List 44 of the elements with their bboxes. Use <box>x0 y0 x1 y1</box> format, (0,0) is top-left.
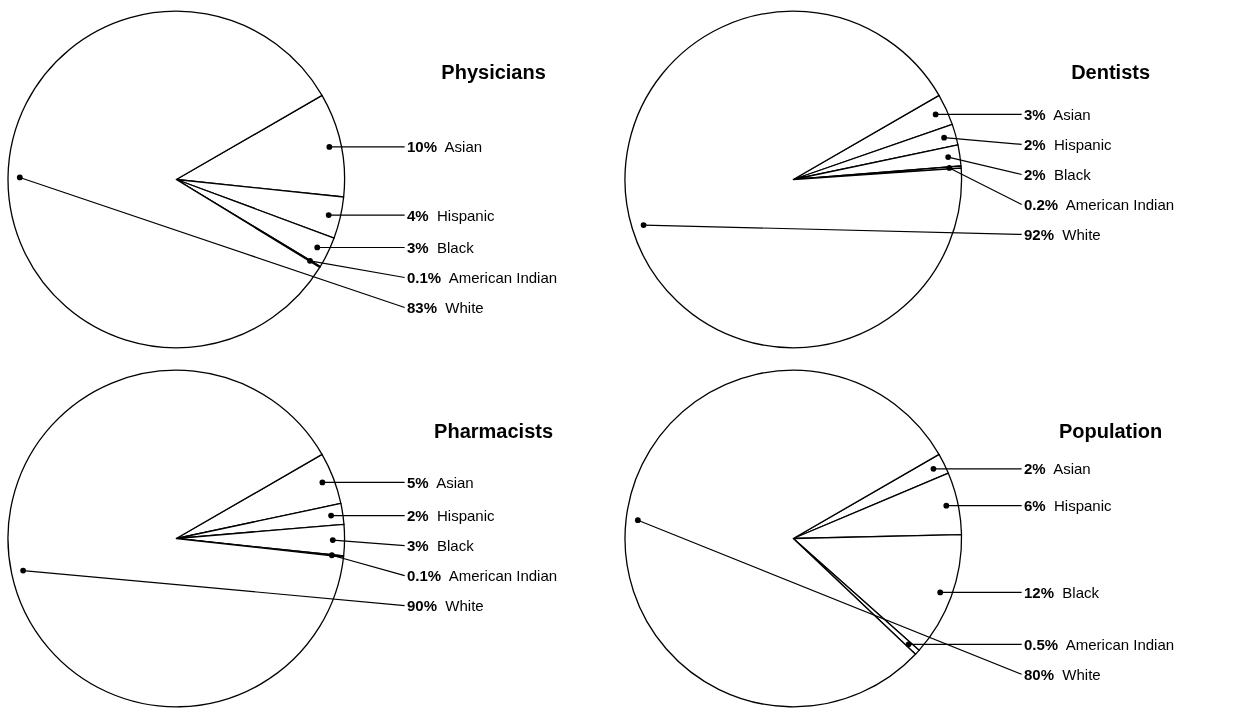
text: Physicians <box>441 60 546 83</box>
slice-label: Black <box>1054 166 1091 183</box>
slice-label: American Indian <box>448 269 558 286</box>
slice-label: White <box>1062 666 1101 683</box>
text: Dentists <box>1071 60 1151 83</box>
data-label: 90% <box>407 597 438 614</box>
data-label: 10% <box>407 138 438 155</box>
data-label: 3% <box>407 537 429 554</box>
data-label: 4% <box>407 207 429 224</box>
slice-label: Black <box>437 537 474 554</box>
slice-label: Hispanic <box>437 207 495 224</box>
slice-label: Hispanic <box>1054 497 1112 514</box>
data-label: 6% <box>1024 497 1046 514</box>
slice-label: American Indian <box>1065 636 1175 653</box>
data-label: 83% <box>407 299 438 316</box>
text: Pharmacists <box>434 419 554 442</box>
slice-label: Hispanic <box>1054 136 1112 153</box>
slice-label: Black <box>437 239 474 256</box>
slice-label: Asian <box>444 138 483 155</box>
slice-label: Asian <box>436 474 474 491</box>
data-label: 2% <box>1024 136 1046 153</box>
data-label: 3% <box>407 239 429 256</box>
data-label: 5% <box>407 474 429 491</box>
slice-label: Asian <box>1053 460 1091 477</box>
data-label: 80% <box>1024 666 1055 683</box>
slice-label: White <box>445 597 484 614</box>
slice-label: Black <box>1062 584 1100 601</box>
data-label: 2% <box>1024 460 1046 477</box>
data-label: 0.1% <box>407 269 442 286</box>
data-label: 2% <box>1024 166 1046 183</box>
slice-label: Asian <box>1053 106 1091 123</box>
slice-label: Hispanic <box>437 507 495 524</box>
data-label: 3% <box>1024 106 1046 123</box>
data-label: 0.2% <box>1024 196 1059 213</box>
text: Population <box>1058 419 1163 442</box>
data-label: 92% <box>1024 226 1055 243</box>
data-label: 12% <box>1024 584 1055 601</box>
data-label: 0.5% <box>1024 636 1059 653</box>
data-label: 0.1% <box>407 567 442 584</box>
slice-label: American Indian <box>448 567 558 584</box>
slice-label: American Indian <box>1065 196 1175 213</box>
data-label: 2% <box>407 507 429 524</box>
slice-label: White <box>1062 226 1101 243</box>
slice-label: White <box>445 299 484 316</box>
